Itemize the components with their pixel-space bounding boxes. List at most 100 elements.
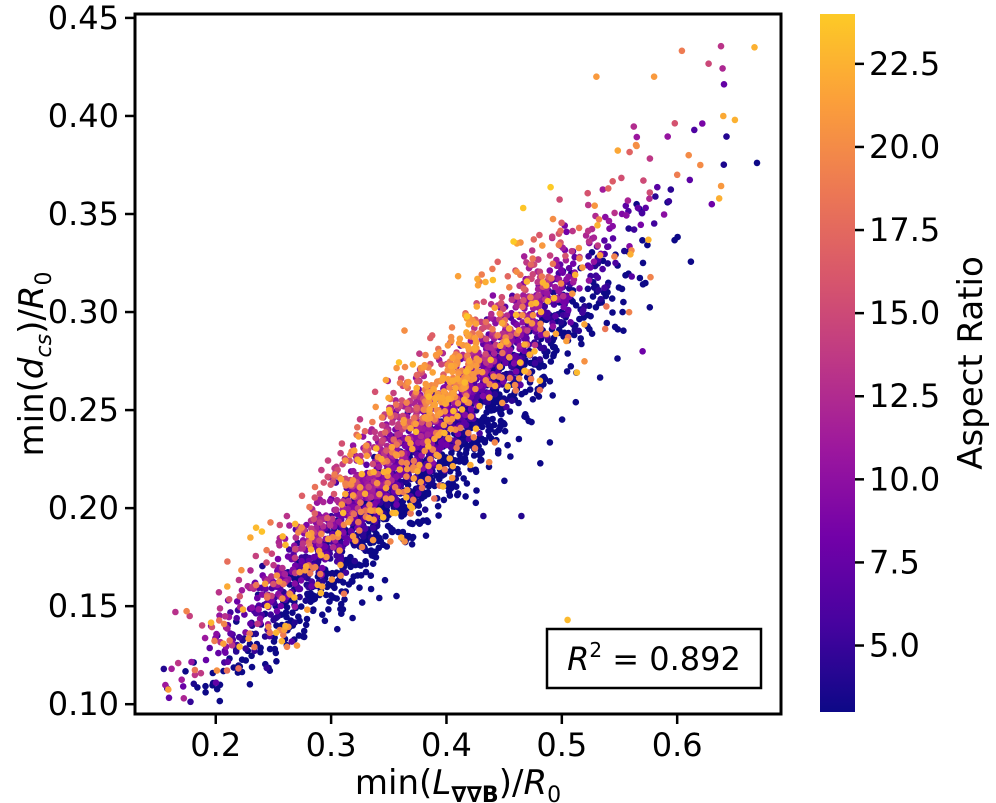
- scatter-point: [498, 293, 506, 301]
- scatter-point: [403, 459, 411, 467]
- scatter-point: [461, 379, 469, 386]
- scatter-point: [647, 273, 654, 281]
- scatter-point: [506, 284, 513, 291]
- scatter-point: [585, 277, 593, 284]
- scatter-point: [326, 522, 334, 529]
- scatter-point: [660, 211, 668, 218]
- scatter-point: [496, 310, 504, 317]
- scatter-point: [338, 440, 346, 447]
- scatter-point: [432, 351, 440, 359]
- scatter-point: [505, 325, 513, 332]
- scatter-point: [410, 496, 417, 504]
- scatter-point: [355, 433, 363, 440]
- scatter-point: [357, 508, 365, 516]
- scatter-point: [381, 576, 389, 584]
- scatter-point: [422, 351, 429, 359]
- scatter-point: [393, 501, 400, 509]
- scatter-point: [478, 271, 486, 278]
- scatter-point: [686, 176, 694, 184]
- scatter-point: [595, 286, 602, 294]
- scatter-point: [337, 600, 345, 608]
- scatter-point: [299, 633, 307, 640]
- scatter-point: [401, 442, 409, 450]
- x-tick-label: 0.2: [190, 726, 241, 764]
- scatter-point: [403, 486, 411, 494]
- scatter-point: [557, 319, 565, 326]
- scatter-point: [308, 525, 315, 532]
- scatter-point: [311, 483, 319, 491]
- scatter-point: [279, 564, 286, 572]
- scatter-point: [276, 521, 284, 529]
- scatter-point: [489, 265, 496, 273]
- scatter-point: [482, 278, 489, 286]
- scatter-point: [632, 141, 640, 149]
- scatter-point: [590, 234, 598, 241]
- scatter-point: [255, 606, 262, 613]
- scatter-point: [425, 420, 433, 428]
- scatter-point: [302, 597, 310, 604]
- scatter-point: [407, 510, 415, 517]
- scatter-point: [440, 388, 448, 395]
- scatter-point: [387, 538, 394, 545]
- scatter-point: [603, 303, 610, 310]
- scatter-point: [457, 424, 464, 432]
- scatter-point: [412, 428, 420, 436]
- scatter-point: [604, 260, 612, 267]
- scatter-point: [530, 236, 538, 243]
- scatter-point: [356, 584, 363, 591]
- scatter-point: [321, 617, 329, 625]
- scatter-point: [357, 499, 364, 507]
- scatter-point: [575, 224, 583, 232]
- scatter-point: [560, 303, 567, 311]
- scatter-point: [403, 399, 410, 407]
- scatter-point: [639, 237, 646, 244]
- scatter-point: [350, 510, 358, 518]
- scatter-point: [318, 530, 325, 538]
- scatter-point: [502, 359, 509, 367]
- scatter-point: [654, 183, 661, 191]
- scatter-point: [446, 384, 453, 391]
- scatter-point: [609, 309, 616, 316]
- scatter-point: [494, 332, 502, 339]
- scatter-point: [626, 148, 633, 156]
- scatter-point: [510, 360, 518, 367]
- scatter-point: [419, 517, 427, 524]
- scatter-point: [384, 467, 392, 475]
- scatter-point: [416, 461, 423, 469]
- scatter-point: [461, 396, 468, 404]
- scatter-point: [358, 470, 366, 478]
- scatter-point: [650, 220, 658, 227]
- scatter-point: [392, 473, 400, 481]
- scatter-point: [415, 490, 422, 497]
- scatter-point: [232, 648, 240, 655]
- scatter-point: [263, 546, 270, 554]
- scatter-point: [576, 255, 583, 262]
- scatter-point: [472, 468, 480, 476]
- scatter-point: [392, 401, 400, 408]
- scatter-point: [529, 311, 537, 319]
- scatter-point: [349, 477, 357, 484]
- scatter-point: [464, 352, 471, 360]
- scatter-point: [439, 394, 446, 402]
- scatter-point: [543, 330, 550, 338]
- scatter-point: [424, 431, 432, 438]
- scatter-point: [378, 455, 385, 463]
- scatter-point: [535, 292, 542, 299]
- scatter-point: [520, 292, 527, 299]
- scatter-point: [371, 388, 379, 396]
- scatter-point: [226, 637, 233, 644]
- scatter-point: [544, 297, 552, 305]
- scatter-point: [409, 445, 416, 453]
- scatter-point: [168, 665, 175, 673]
- scatter-point: [491, 382, 499, 390]
- scatter-point: [476, 430, 483, 437]
- scatter-point: [337, 449, 344, 457]
- scatter-point: [332, 506, 340, 513]
- scatter-point: [356, 458, 364, 466]
- scatter-point: [494, 258, 502, 266]
- scatter-point: [358, 543, 366, 551]
- scatter-point: [407, 425, 414, 432]
- scatter-point: [338, 610, 345, 617]
- scatter-point: [390, 436, 398, 443]
- scatter-point: [524, 317, 531, 324]
